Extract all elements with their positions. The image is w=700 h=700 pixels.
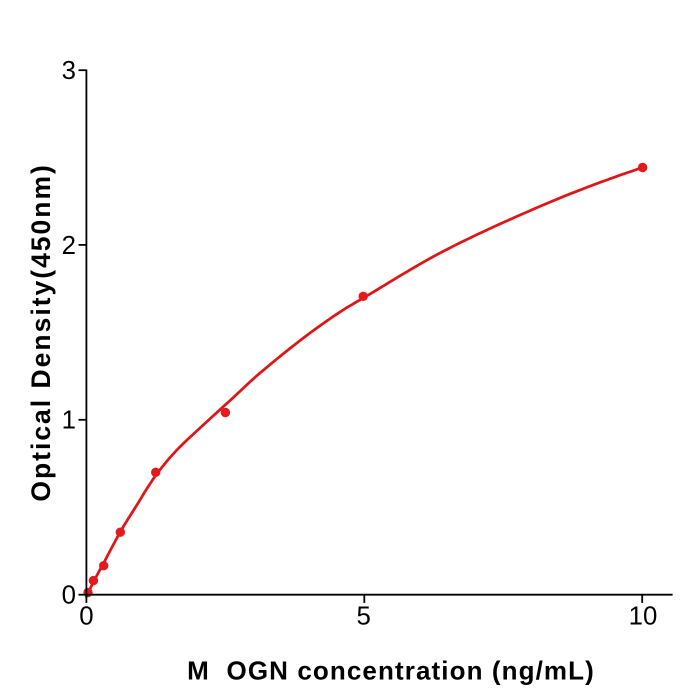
- svg-text:Optical Density(450nm): Optical Density(450nm): [26, 163, 56, 502]
- svg-text:10: 10: [629, 602, 658, 630]
- svg-text:M OGN concentration (ng/mL): M OGN concentration (ng/mL): [187, 656, 595, 686]
- svg-text:0: 0: [79, 602, 93, 630]
- svg-text:3: 3: [62, 57, 76, 85]
- svg-text:0: 0: [62, 582, 76, 610]
- svg-text:1: 1: [62, 407, 76, 435]
- svg-text:5: 5: [357, 602, 371, 630]
- svg-text:2: 2: [62, 232, 76, 260]
